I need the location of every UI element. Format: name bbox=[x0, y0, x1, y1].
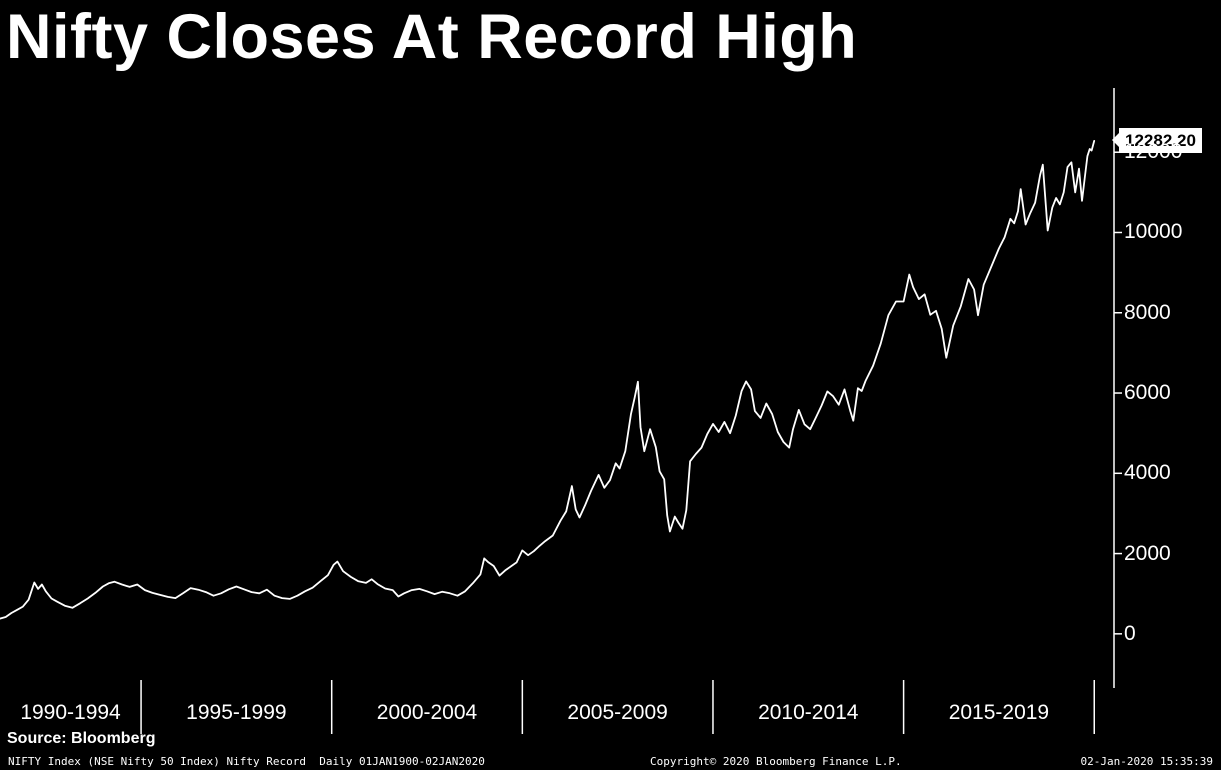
price-line bbox=[0, 139, 1096, 620]
y-tick-label: 10000 bbox=[1124, 220, 1183, 244]
source-label: Source: Bloomberg bbox=[7, 730, 156, 747]
footer-timestamp: 02-Jan-2020 15:35:39 bbox=[1080, 755, 1213, 768]
x-period-label: 1990-1994 bbox=[20, 701, 121, 724]
y-tick-label: 2000 bbox=[1124, 541, 1171, 565]
x-period-label: 2000-2004 bbox=[376, 701, 478, 724]
y-tick-label: 6000 bbox=[1124, 381, 1171, 405]
y-tick-label: 12000 bbox=[1124, 140, 1183, 164]
x-period-label: 2015-2019 bbox=[948, 701, 1050, 724]
y-tick-label: 0 bbox=[1124, 621, 1136, 645]
x-period-label: 2005-2009 bbox=[567, 701, 668, 724]
y-tick-label: 4000 bbox=[1124, 461, 1171, 485]
y-tick-label: 8000 bbox=[1124, 300, 1171, 324]
chart-title: Nifty Closes At Record High bbox=[6, 2, 858, 72]
footer-security-info: NIFTY Index (NSE Nifty 50 Index) Nifty R… bbox=[8, 755, 485, 768]
last-price-tag: 12282.20 bbox=[1112, 127, 1202, 153]
x-period-label: 1995-1999 bbox=[186, 701, 287, 724]
footer-copyright: Copyright© 2020 Bloomberg Finance L.P. bbox=[650, 755, 902, 768]
x-period-label: 2010-2014 bbox=[758, 701, 859, 724]
footer-bar: NIFTY Index (NSE Nifty 50 Index) Nifty R… bbox=[0, 753, 1221, 770]
last-price-value: 12282.20 bbox=[1125, 130, 1196, 150]
